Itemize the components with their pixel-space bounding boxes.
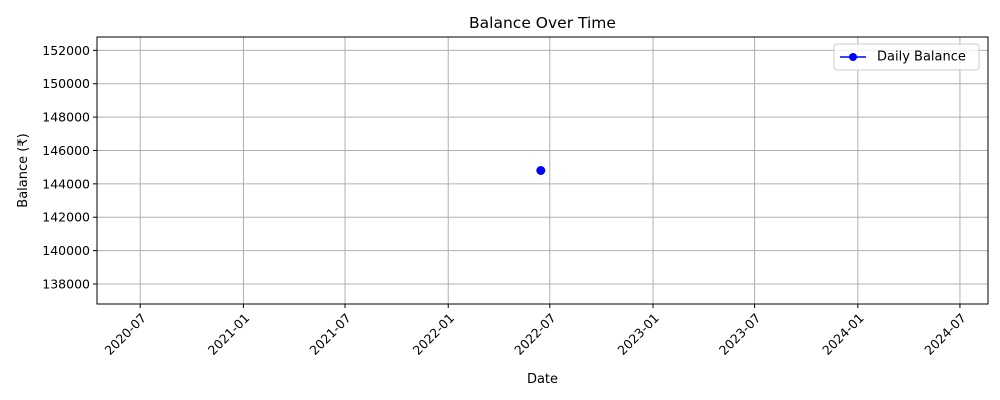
y-tick-label: 144000 xyxy=(42,176,90,191)
x-axis-label: Date xyxy=(527,372,558,387)
legend-label: Daily Balance xyxy=(877,50,966,65)
y-axis: 138000 140000 142000 144000 146000 148000 1500… xyxy=(42,43,97,291)
y-tick-label: 138000 xyxy=(42,276,90,291)
chart-title: Balance Over Time xyxy=(469,14,616,32)
y-tick-label: 140000 xyxy=(42,243,90,258)
grid xyxy=(97,37,988,304)
y-tick-label: 152000 xyxy=(42,43,90,58)
y-tick-label: 146000 xyxy=(42,143,90,158)
legend-dot-marker xyxy=(849,53,857,61)
y-axis-label: Balance (₹) xyxy=(16,133,31,207)
y-tick-label: 150000 xyxy=(42,76,90,91)
data-point xyxy=(536,166,546,175)
y-tick-label: 142000 xyxy=(42,210,90,225)
plot-frame xyxy=(96,36,989,305)
legend: Daily Balance xyxy=(833,43,980,71)
legend-box xyxy=(833,43,980,71)
series-layer xyxy=(536,166,546,175)
y-tick-label: 148000 xyxy=(42,110,90,125)
